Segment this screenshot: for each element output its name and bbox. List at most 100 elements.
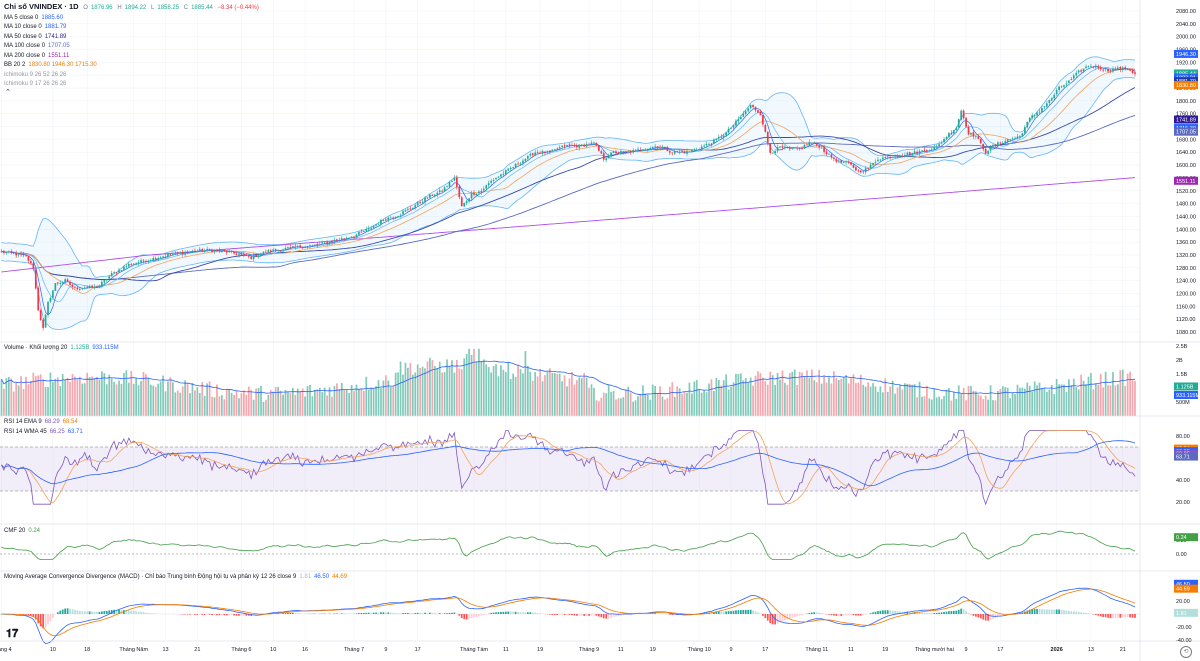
macd-label[interactable]: Moving Average Convergence Divergence (M…: [4, 574, 297, 580]
volume-label[interactable]: Volume · Khối lượng 20: [4, 345, 68, 351]
macd-histogram-bar: [235, 614, 238, 616]
macd-badge-bg: [1174, 579, 1198, 588]
candle-body: [267, 250, 270, 253]
volume-bar: [544, 375, 546, 416]
volume-bar: [1060, 384, 1063, 416]
tradingview-logo-icon[interactable]: 𝟏𝟕: [6, 628, 19, 640]
volume-bar: [1028, 385, 1031, 416]
candle-body: [972, 132, 975, 137]
volume-bar: [556, 373, 559, 416]
cmf-label[interactable]: CMF 20: [4, 528, 26, 534]
macd-histogram-bar: [575, 614, 578, 616]
macd-histogram-bar: [531, 612, 534, 614]
collapse-legend-icon[interactable]: ⌃: [5, 89, 11, 96]
indicator-legend-item[interactable]: MA 5 close 0 1885.60: [4, 14, 262, 24]
rsi-wma-label[interactable]: RSI 14 WMA 45: [4, 428, 47, 435]
indicator-legend-item[interactable]: MA 10 close 0 1881.79: [4, 23, 262, 33]
indicator-legend-item[interactable]: BB 20 2 1830.80 1946.30 1715.30: [4, 61, 262, 71]
indicator-legend-item[interactable]: MA 50 close 0 1741.89: [4, 33, 262, 43]
macd-pane[interactable]: [0, 587, 1140, 645]
candle-body: [61, 281, 64, 284]
candle-body: [869, 164, 872, 169]
candle-body: [478, 191, 480, 194]
volume-bar: [639, 393, 642, 416]
volume-bar: [962, 387, 965, 416]
macd-legend: Moving Average Convergence Divergence (M…: [4, 573, 350, 583]
candle-body: [34, 269, 37, 289]
volume-bar: [578, 377, 581, 416]
volume-bar: [492, 365, 495, 416]
macd-histogram-bar: [654, 613, 657, 614]
volume-bar: [869, 386, 872, 416]
volume-bar: [162, 375, 164, 416]
volume-bar: [747, 383, 750, 416]
candle-body: [340, 238, 343, 241]
macd-histogram-bar: [382, 612, 385, 614]
candle-body: [593, 142, 595, 144]
rsi-ema-label[interactable]: RSI 14 EMA 9: [4, 419, 42, 425]
volume-bar: [607, 385, 610, 416]
price-badge-bg: [1174, 176, 1198, 185]
price-pane[interactable]: [0, 56, 1136, 331]
candle-body: [44, 314, 47, 328]
cmf-pane[interactable]: [0, 530, 1140, 560]
candle-body: [859, 170, 862, 173]
volume-bar: [720, 385, 723, 416]
candle-body: [47, 302, 49, 315]
time-tick-label: 9: [384, 647, 387, 653]
candle-body: [1060, 86, 1063, 88]
indicator-legend-item[interactable]: Ichimoku 9 17 26 26 26: [4, 80, 262, 90]
candle-body: [703, 145, 705, 147]
symbol-title[interactable]: Chỉ số VNINDEX · 1D: [4, 2, 79, 11]
macd-histogram-bar: [517, 611, 519, 614]
candle-body: [997, 142, 999, 146]
indicator-legend-item[interactable]: Ichimoku 9 26 52 26 26: [4, 71, 262, 81]
volume-bar: [514, 376, 517, 416]
macd-signal-line: [1, 588, 1136, 637]
candle-body: [1070, 79, 1073, 80]
indicator-legend-item[interactable]: MA 200 close 0 1551.11: [4, 52, 262, 62]
volume-bar: [167, 381, 169, 416]
candle-body: [725, 132, 728, 136]
candle-body: [74, 286, 76, 288]
volume-bar: [1038, 382, 1041, 416]
candle-body: [514, 163, 517, 168]
volume-bar: [1053, 394, 1056, 416]
macd-tick-label: 20.00: [1176, 599, 1190, 605]
rsi-ema-v2: 68.54: [62, 419, 78, 425]
volume-bar: [78, 376, 81, 416]
macd-histogram-bar: [1046, 609, 1048, 614]
time-tick-label: 10: [270, 647, 276, 653]
macd-histogram-bar: [620, 614, 622, 616]
volume-bar: [274, 387, 277, 416]
reset-zoom-icon[interactable]: ⟲: [1180, 646, 1192, 658]
ohlc-c-label: C: [183, 5, 189, 11]
candle-body: [135, 263, 138, 264]
volume-bar: [913, 384, 916, 416]
candle-body: [730, 127, 732, 129]
macd-histogram-bar: [443, 613, 446, 614]
macd-histogram-bar: [781, 614, 784, 622]
macd-histogram-bar: [791, 614, 794, 618]
candle-body: [69, 281, 71, 285]
volume-bar: [441, 372, 444, 416]
macd-histogram-bar: [952, 610, 955, 614]
macd-histogram-bar: [536, 612, 539, 614]
volume-bar: [921, 396, 923, 416]
candle-body: [225, 250, 228, 253]
candle-body: [389, 217, 392, 219]
indicator-legend-item[interactable]: MA 100 close 0 1707.05: [4, 42, 262, 52]
volume-bar: [458, 368, 461, 416]
candle-body: [585, 144, 588, 147]
rsi-pane[interactable]: [0, 430, 1140, 506]
candle-body: [1099, 67, 1102, 70]
candle-body: [500, 174, 502, 177]
volume-bar: [66, 377, 69, 416]
candle-body: [855, 167, 857, 171]
volume-pane[interactable]: [0, 348, 1136, 416]
volume-bar: [651, 384, 654, 416]
volume-bar: [355, 384, 358, 416]
macd-histogram-bar: [213, 614, 216, 616]
macd-histogram-bar: [71, 609, 74, 614]
